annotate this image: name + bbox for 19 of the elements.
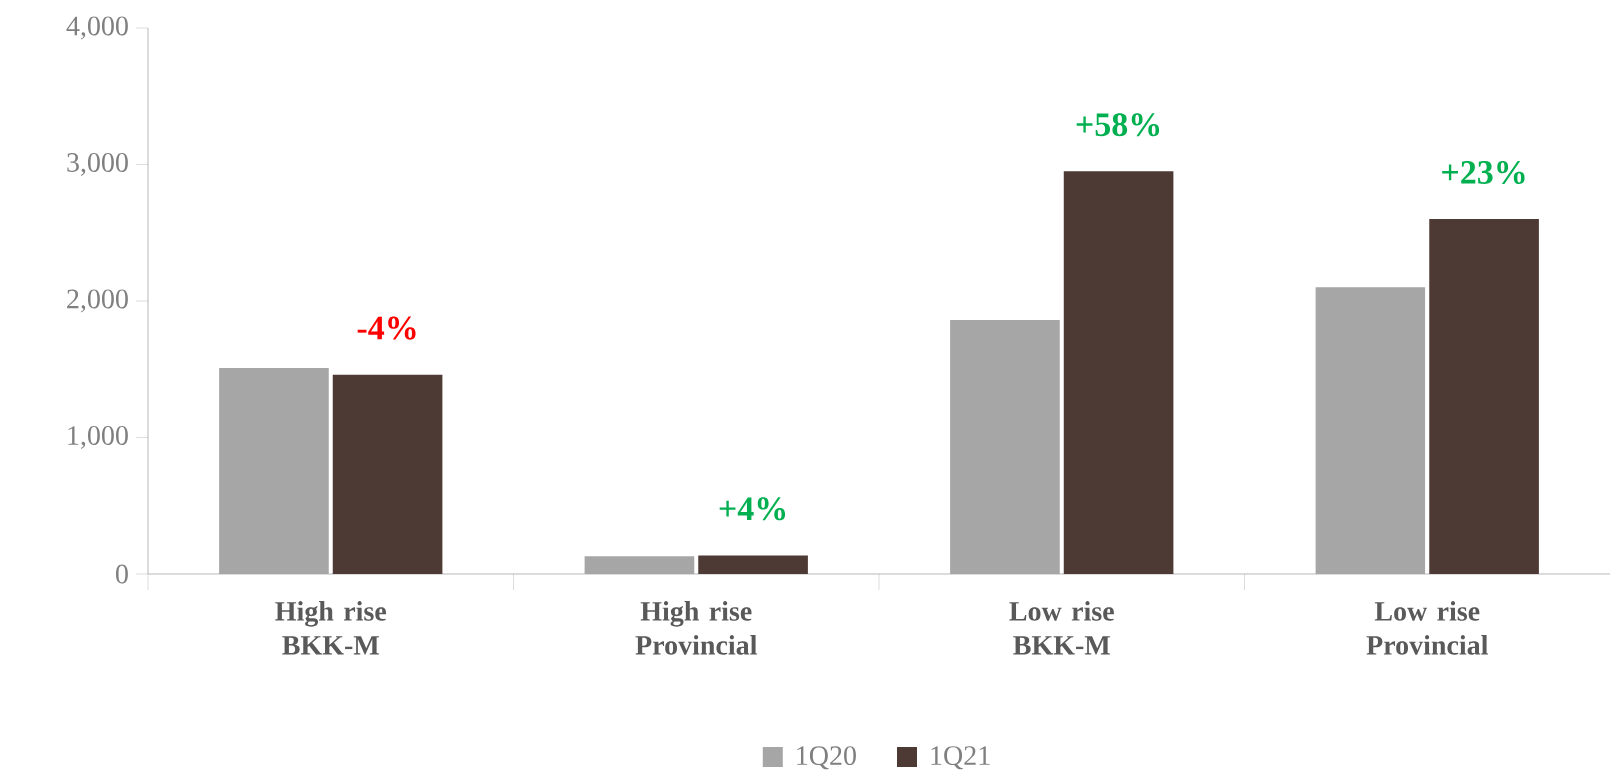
- x-tick-label: High rise Provincial: [635, 601, 757, 655]
- y-tick-label: 1,000: [68, 426, 128, 450]
- x-tick-label: High rise BKK-M: [275, 601, 387, 655]
- y-tick-label: 4,000: [66, 16, 128, 40]
- y-tick-label: 0: [116, 564, 128, 584]
- bar: [1429, 219, 1539, 575]
- y-tick-label: 2,000: [67, 289, 128, 313]
- bar: [332, 374, 443, 575]
- bar: [698, 555, 808, 575]
- y-tick-label: 3,000: [67, 153, 128, 177]
- annotation: -4%: [357, 316, 416, 340]
- x-tick-label: Low rise Provincial: [1366, 601, 1488, 655]
- legend-label: 1Q21: [931, 746, 990, 770]
- bar: [1063, 171, 1174, 575]
- legend-label: 1Q20: [797, 746, 856, 770]
- annotation: +58%: [1076, 113, 1160, 137]
- annotation: +4%: [719, 497, 786, 521]
- x-tick-label: Low rise BKK-M: [1009, 601, 1114, 655]
- annotation: +23%: [1442, 161, 1525, 185]
